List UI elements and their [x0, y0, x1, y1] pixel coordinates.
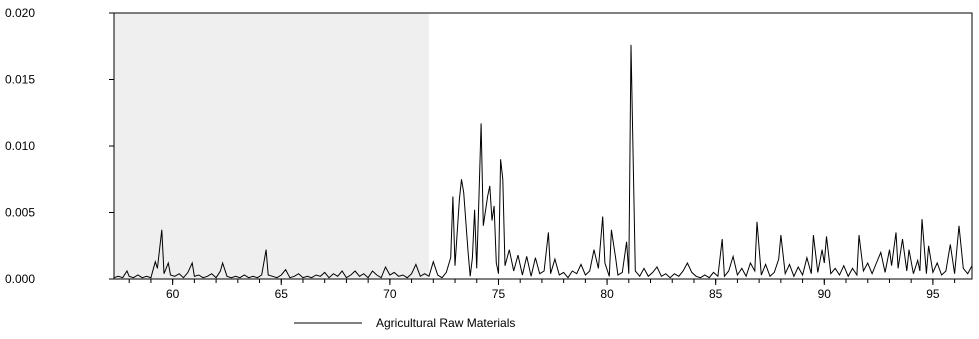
y-tick-label: 0.005: [5, 206, 35, 220]
x-tick-label: 70: [383, 287, 397, 301]
x-tick-label: 65: [275, 287, 289, 301]
x-tick-label: 95: [926, 287, 940, 301]
y-tick-label: 0.010: [5, 139, 35, 153]
shaded-region: [114, 13, 429, 279]
y-axis-ticks: 0.000 0.005 0.010 0.015 0.020: [5, 6, 114, 286]
x-tick-label: 90: [818, 287, 832, 301]
series-line-agricultural-raw-materials: [113, 44, 973, 279]
x-axis-ticks: 60 65 70 75 80 85 90 95: [128, 279, 956, 301]
x-tick-label: 80: [600, 287, 614, 301]
shaded-region-layer: [114, 13, 429, 279]
y-tick-label: 0.020: [5, 6, 35, 20]
x-tick-label: 60: [166, 287, 180, 301]
legend-label: Agricultural Raw Materials: [376, 316, 515, 330]
legend: Agricultural Raw Materials: [294, 316, 515, 330]
x-tick-label: 75: [492, 287, 506, 301]
series-layer: [113, 44, 973, 279]
x-tick-label: 85: [709, 287, 723, 301]
y-tick-label: 0.000: [5, 272, 35, 286]
y-tick-label: 0.015: [5, 73, 35, 87]
